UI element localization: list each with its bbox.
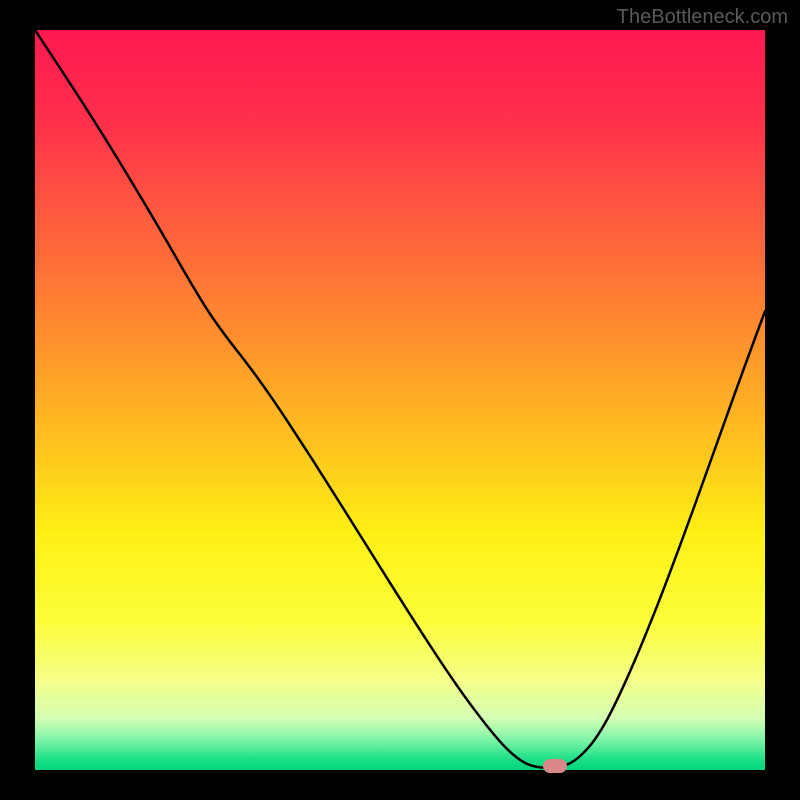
chart-container: { "watermark": { "text": "TheBottleneck.… bbox=[0, 0, 800, 800]
bottleneck-curve bbox=[35, 30, 765, 770]
optimal-marker bbox=[543, 759, 567, 773]
watermark-text: TheBottleneck.com bbox=[617, 6, 788, 29]
plot-area bbox=[35, 30, 765, 770]
